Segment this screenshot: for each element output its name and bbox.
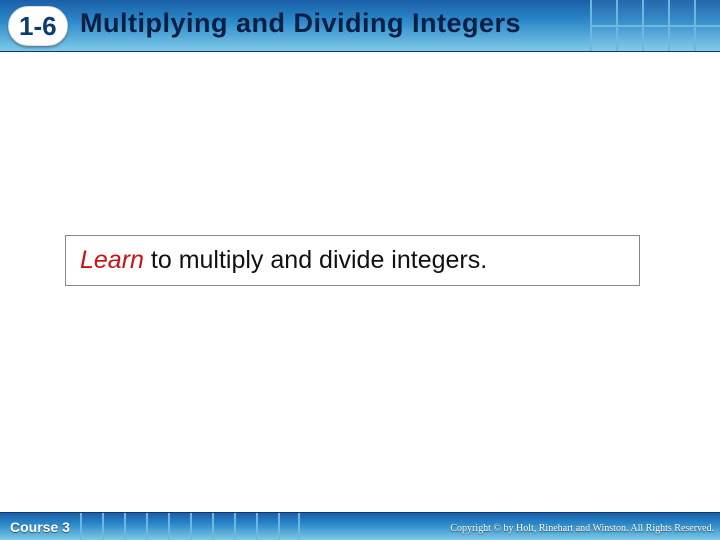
header-grid	[590, 0, 720, 51]
slide-title: Multiplying and Dividing Integers	[80, 8, 521, 39]
objective-box: Learn to multiply and divide integers.	[65, 235, 640, 286]
objective-text: to multiply and divide integers.	[144, 246, 487, 274]
section-number: 1-6	[19, 11, 57, 42]
section-number-badge: 1-6	[8, 6, 68, 46]
copyright-text: Copyright © by Holt, Rinehart and Winsto…	[450, 523, 714, 534]
footer-bar: Course 3 Copyright © by Holt, Rinehart a…	[0, 512, 720, 540]
learn-keyword: Learn	[80, 246, 144, 274]
course-label: Course 3	[10, 519, 70, 535]
header-bar: 1-6 Multiplying and Dividing Integers	[0, 0, 720, 52]
footer-grid	[80, 513, 300, 540]
